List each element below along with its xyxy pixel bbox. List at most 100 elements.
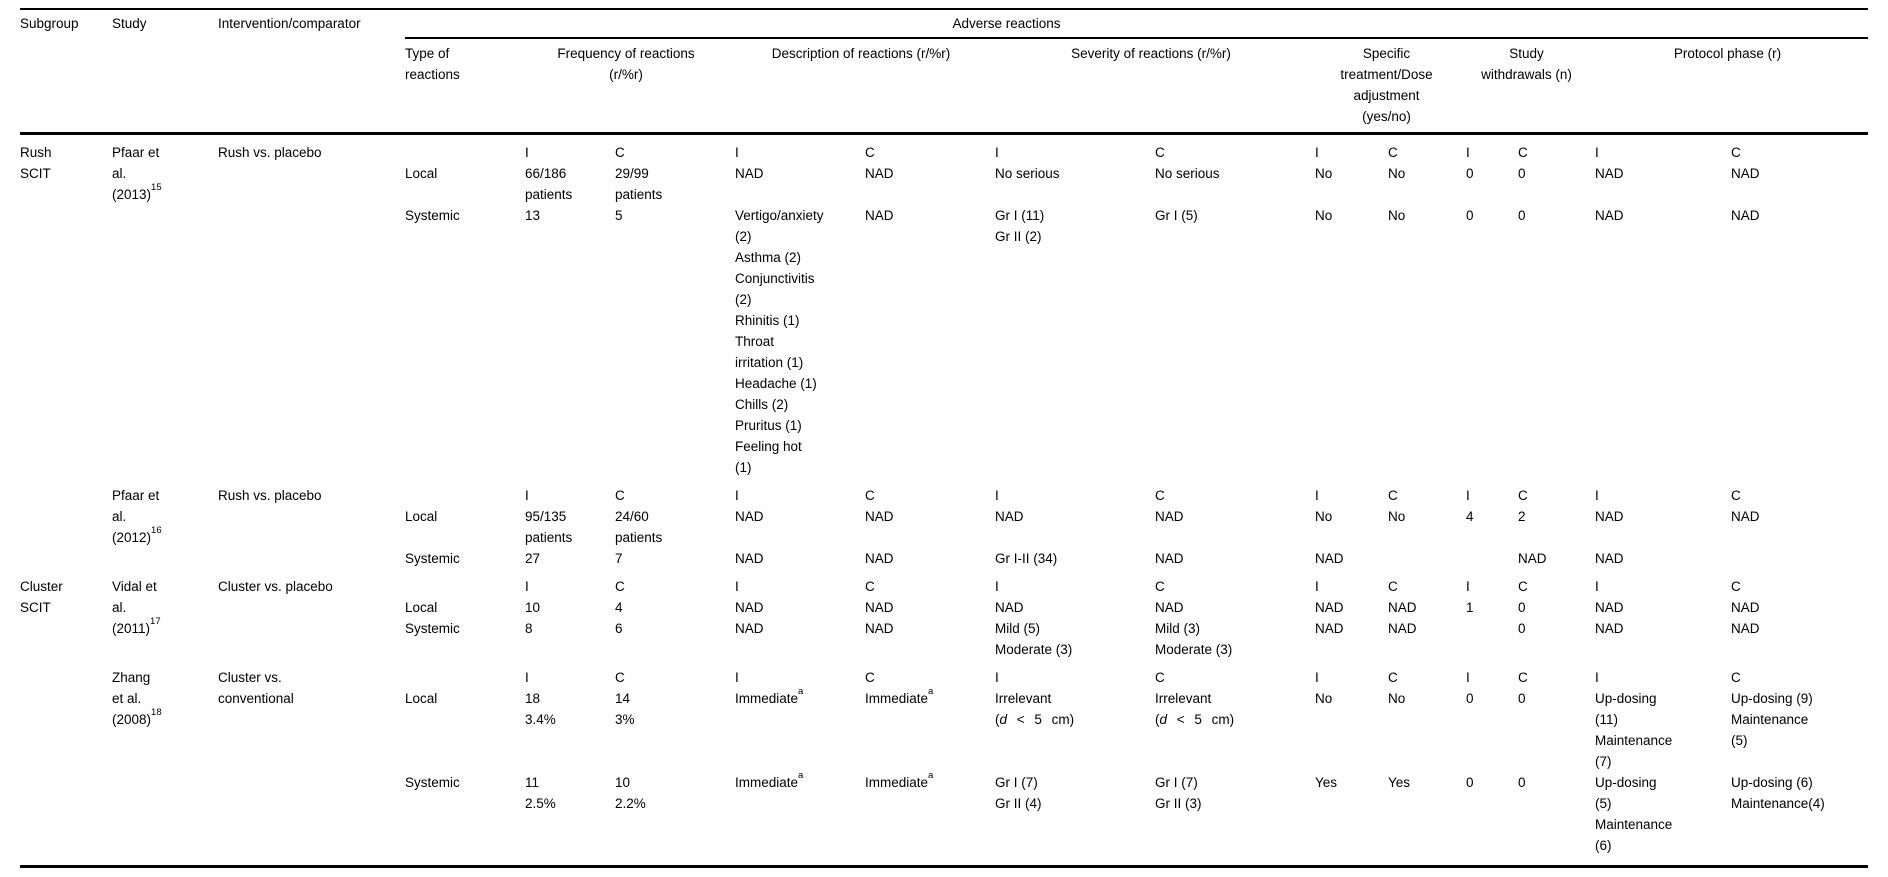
cell-line: 0 (1518, 166, 1526, 181)
cell-line: Immediatea (865, 686, 987, 709)
cell-line: Chills (2) (735, 397, 789, 412)
cell-line: Rush vs. placebo (218, 488, 322, 503)
cell-line: Systemic (405, 621, 460, 636)
cell-line: Conjunctivitis (735, 271, 815, 286)
cell-line: NAD (1731, 600, 1760, 615)
treatment-c-cell: No (1388, 205, 1466, 478)
treatment-i-cell: NAD (1315, 618, 1388, 660)
severity-i-cell: NAD (995, 506, 1155, 548)
intervention-cell: Rush vs. placebo (218, 134, 405, 479)
cell-line: NAD (1388, 600, 1417, 615)
severity-c-cell: C (1155, 134, 1315, 164)
header-row-top: Subgroup Study Intervention/comparator A… (20, 9, 1868, 135)
treatment-i-cell: No (1315, 506, 1388, 548)
cell-line: SCIT (20, 600, 51, 615)
type-of-reaction-cell: Local (405, 506, 525, 548)
description-i-cell: Immediatea (735, 686, 865, 772)
cell-line: (1) (735, 460, 752, 475)
cell-line: NAD (1731, 621, 1760, 636)
severity-i-cell: I (995, 569, 1155, 597)
cell-line: 3% (615, 712, 635, 727)
type-of-reaction-cell: Systemic (405, 548, 525, 569)
cell-line: Frequency of reactions (557, 46, 695, 61)
frequency-i-cell: 13 (525, 205, 615, 478)
cell-line: (7) (1595, 754, 1612, 769)
cell-line: reactions (405, 67, 460, 82)
description-c-cell: Immediatea (865, 686, 995, 772)
severity-c-cell: NAD (1155, 506, 1315, 548)
protocol-i-cell: Up-dosing (11) Maintenance (7) (1595, 688, 1731, 772)
cell-line: irritation (1) (735, 355, 804, 370)
cell-line: Cluster vs. (218, 670, 282, 685)
treatment-c-cell (1388, 548, 1466, 569)
description-i-cell: NAD (735, 548, 865, 569)
treatment-i-cell: No (1315, 205, 1388, 478)
type-of-reaction-cell: Local (405, 688, 525, 772)
cell-line: Specific (1362, 46, 1411, 61)
protocol-c-cell: C (1731, 569, 1868, 597)
cell-line: 0 (1518, 208, 1526, 223)
cell-line: NAD (865, 551, 894, 566)
cell-line: I (1595, 579, 1599, 594)
protocol-c-cell: NAD (1731, 506, 1868, 548)
description-i-cell: I (735, 134, 865, 164)
treatment-c-cell: No (1388, 163, 1466, 205)
cell-line: Gr I (11) (995, 208, 1045, 223)
table-row: Systemic 8 6 NAD NAD Mild (5) Moderate (3) Mild… (20, 618, 1868, 660)
treatment-c-cell: C (1388, 134, 1466, 164)
withdrawals-c-cell: 0 (1518, 618, 1595, 660)
description-c-cell: C (865, 134, 995, 164)
cell-line: (11) (1595, 712, 1619, 727)
cell-line: Gr II (3) (1155, 796, 1202, 811)
treatment-c-cell: No (1388, 506, 1466, 548)
withdrawals-c-cell: C (1518, 134, 1595, 164)
cell-line: C (1518, 670, 1528, 685)
severity-c-cell: No serious (1155, 163, 1315, 205)
type-of-reaction-cell: Systemic (405, 772, 525, 867)
withdrawals-i-cell: 1 (1466, 597, 1518, 618)
cell-line: C (865, 488, 875, 503)
table-row: Rush SCIT Pfaar et al. (2013)15 Rush vs. plac… (20, 134, 1868, 202)
cell-line: (2) (735, 229, 752, 244)
study-cell: Zhang et al. (2008)18 (112, 660, 218, 867)
cell-line: NAD (865, 166, 894, 181)
cell-line: I (1466, 579, 1470, 594)
cell-line: (2012)16 (112, 525, 210, 548)
cell-line: 0 (1466, 775, 1474, 790)
withdrawals-i-cell: 0 (1466, 163, 1518, 205)
cell-line: withdrawals (n) (1481, 67, 1572, 82)
cell-line: patients (615, 187, 663, 202)
study-cell: Pfaar et al. (2013)15 (112, 134, 218, 479)
protocol-c-cell: NAD (1731, 597, 1868, 618)
text-span: (2008) (112, 712, 152, 727)
subgroup-cell (20, 478, 112, 569)
frequency-i-cell: I (525, 478, 615, 506)
cell-line: NAD (735, 166, 764, 181)
frequency-i-cell: 95/135 patients (525, 506, 615, 548)
severity-c-cell: NAD (1155, 597, 1315, 618)
cell-line: NAD (995, 509, 1024, 524)
withdrawals-i-cell: 0 (1466, 688, 1518, 772)
header-description: Description of reactions (r/%r) (735, 38, 995, 135)
cell-line: (5) (1595, 796, 1612, 811)
text-span: (2012) (112, 530, 152, 545)
description-c-cell: Immediatea (865, 770, 995, 867)
frequency-i-cell: 8 (525, 618, 615, 660)
withdrawals-i-cell: 4 (1466, 506, 1518, 548)
study-cell: Vidal et al. (2011)17 (112, 569, 218, 660)
description-i-cell: Vertigo/anxiety (2) Asthma (2) Conjunctivit… (735, 205, 865, 478)
severity-c-cell: C (1155, 660, 1315, 688)
cell-line: NAD (1595, 509, 1624, 524)
description-c-cell: NAD (865, 506, 995, 548)
treatment-c-cell: NAD (1388, 597, 1466, 618)
cell-line: No (1315, 166, 1333, 181)
cell-line: Local (405, 600, 438, 615)
superscript: 15 (151, 181, 162, 193)
protocol-i-cell: I (1595, 569, 1731, 597)
cell-line: Gr I (7) (1155, 775, 1198, 790)
cell-line: C (865, 145, 875, 160)
description-c-cell: NAD (865, 163, 995, 205)
cell-line: Study (1509, 46, 1544, 61)
header-type-of-reactions: Type of reactions (405, 38, 525, 135)
description-i-cell: I (735, 660, 865, 688)
